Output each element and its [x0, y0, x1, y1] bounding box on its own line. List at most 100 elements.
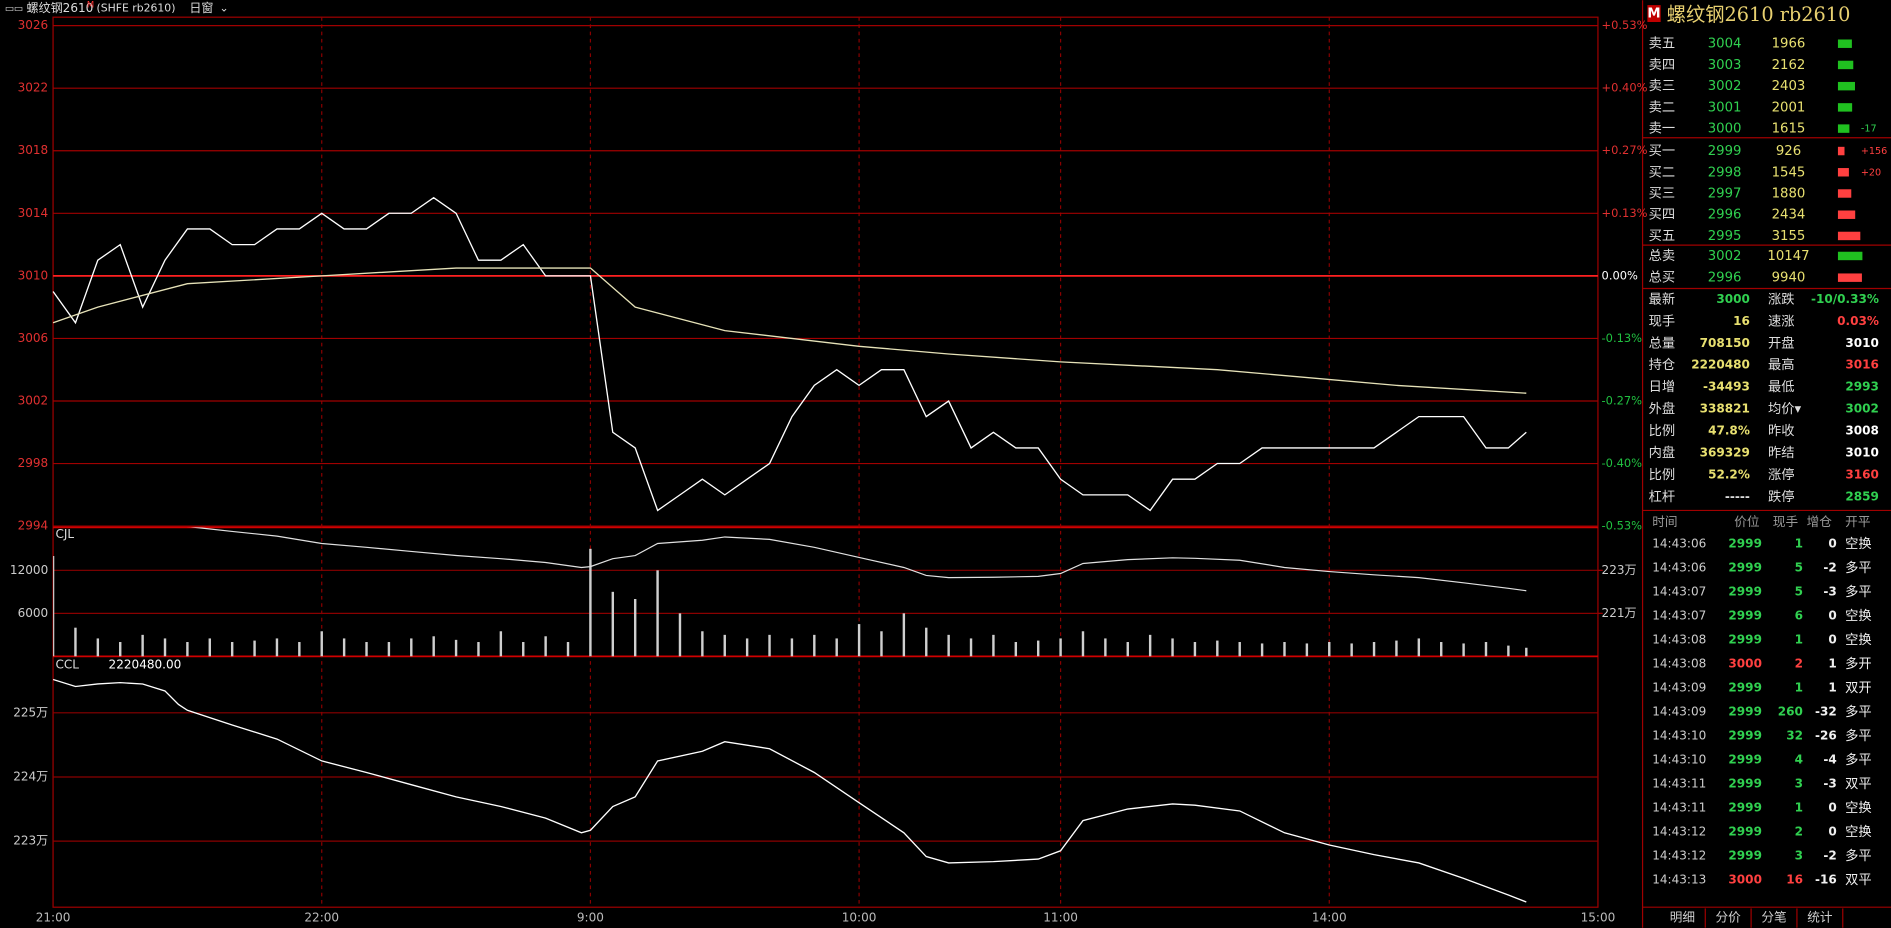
stat-value: 3008 — [1845, 424, 1879, 438]
book-label: 卖四 — [1649, 57, 1676, 73]
volume-bar — [678, 613, 682, 657]
volume-bar — [522, 642, 525, 657]
stat-label: 最高 — [1768, 356, 1795, 373]
y2-tick-label: +0.27% — [1602, 143, 1648, 157]
stat-label: 日增 — [1649, 379, 1676, 395]
volume-bar — [969, 638, 973, 657]
period-arrow[interactable]: ⌄ — [219, 2, 228, 15]
volume-bar — [768, 634, 771, 657]
book-change: -17 — [1861, 124, 1877, 135]
x-tick-label: 9:00 — [577, 911, 604, 925]
book-bar — [1837, 103, 1853, 112]
book-volume: 3155 — [1772, 229, 1806, 244]
book-bar — [1837, 251, 1863, 261]
tab[interactable]: 明细 — [1670, 910, 1695, 925]
trade-price: 2999 — [1728, 561, 1762, 575]
book-label: 买二 — [1649, 164, 1676, 180]
volume-bar — [723, 634, 726, 657]
volume-bar — [96, 638, 100, 657]
volume-bar — [1305, 643, 1309, 657]
volume-bar — [544, 636, 547, 657]
volume-bar — [298, 642, 301, 657]
trade-oi-change: -2 — [1823, 849, 1836, 863]
tab[interactable]: 统计 — [1807, 910, 1833, 925]
trade-oi-change: -3 — [1823, 585, 1836, 599]
volume-bar — [1216, 640, 1219, 657]
volume-bar — [230, 642, 234, 657]
tab[interactable]: 分笔 — [1761, 910, 1786, 925]
stat-value: 3002 — [1845, 402, 1879, 416]
panel-label: CJL — [55, 527, 74, 541]
book-label: 总卖 — [1649, 248, 1676, 264]
volume-bar — [1283, 642, 1286, 657]
y2-tick-label: 0.00% — [1602, 268, 1638, 282]
period-menu[interactable]: 日窗 — [189, 1, 213, 15]
y2-tick-label: -0.53% — [1602, 519, 1643, 533]
y-tick-label: 224万 — [13, 769, 48, 783]
y-tick-label: 3022 — [18, 81, 49, 95]
series-line — [52, 196, 1527, 512]
volume-bar — [119, 642, 122, 657]
stat-value: ----- — [1725, 489, 1750, 503]
trade-type: 多平 — [1845, 583, 1872, 600]
trade-type: 空换 — [1845, 800, 1872, 816]
volume-bar — [1525, 647, 1528, 657]
y2-tick-label: -0.27% — [1602, 393, 1643, 407]
trade-time: 14:43:07 — [1652, 609, 1706, 623]
y-tick-label: 3010 — [18, 268, 49, 282]
stat-label: 比例 — [1649, 423, 1676, 439]
stat-label: 内盘 — [1649, 444, 1676, 461]
book-volume: 1615 — [1772, 122, 1806, 137]
stat-value: 0.03% — [1837, 314, 1879, 328]
volume-bar — [1372, 642, 1376, 657]
trade-volume: 1 — [1795, 681, 1803, 695]
volume-bar — [1260, 643, 1264, 657]
trade-type: 空换 — [1845, 608, 1872, 624]
stat-value: 52.2% — [1708, 467, 1750, 481]
stat-label: 涨跌 — [1768, 291, 1795, 307]
y-tick-label: 225万 — [13, 705, 48, 719]
stat-value: -34493 — [1703, 380, 1750, 394]
x-tick-label: 15:00 — [1581, 911, 1616, 925]
volume-bar — [1104, 638, 1107, 657]
window-icon: ▭▭ — [5, 4, 23, 15]
book-bar — [1837, 60, 1854, 70]
stat-value: 338821 — [1700, 402, 1750, 416]
trade-time: 14:43:06 — [1652, 561, 1706, 575]
stat-label: 涨停 — [1768, 466, 1795, 483]
book-price: 2995 — [1708, 229, 1742, 244]
volume-bar — [53, 555, 55, 657]
book-price: 3002 — [1708, 249, 1742, 264]
trade-oi-change: -2 — [1823, 561, 1836, 575]
trade-time: 14:43:11 — [1652, 801, 1706, 815]
trade-volume: 260 — [1778, 705, 1803, 719]
volume-bar — [633, 599, 637, 657]
trade-oi-change: 0 — [1828, 825, 1836, 839]
book-volume: 1545 — [1772, 165, 1806, 180]
volume-bar — [1440, 642, 1443, 657]
stat-label: 总量 — [1649, 335, 1676, 351]
volume-bar — [1171, 638, 1174, 657]
volume-bar — [499, 631, 503, 657]
stat-value: 16 — [1733, 314, 1750, 328]
book-bar — [1837, 168, 1849, 177]
tab[interactable]: 分价 — [1716, 910, 1742, 925]
volume-bar — [1395, 640, 1398, 657]
side-flag: M — [1647, 7, 1660, 22]
volume-bar — [342, 638, 346, 657]
volume-bar — [1350, 643, 1353, 657]
book-volume: 10147 — [1767, 249, 1809, 264]
book-label: 卖三 — [1649, 78, 1676, 94]
trade-type: 空换 — [1845, 632, 1872, 648]
trade-oi-change: 0 — [1828, 801, 1836, 815]
volume-bar — [790, 638, 794, 657]
y-tick-label: 3002 — [18, 393, 49, 407]
y-tick-label: 12000 — [10, 563, 48, 577]
volume-bar — [1507, 645, 1510, 657]
trade-oi-change: -4 — [1823, 753, 1836, 767]
panel-value: 2220480.00 — [109, 657, 182, 671]
x-tick-label: 14:00 — [1312, 911, 1347, 925]
volume-bar — [163, 638, 167, 657]
book-volume: 1880 — [1772, 186, 1806, 201]
trade-price: 2999 — [1728, 609, 1762, 623]
